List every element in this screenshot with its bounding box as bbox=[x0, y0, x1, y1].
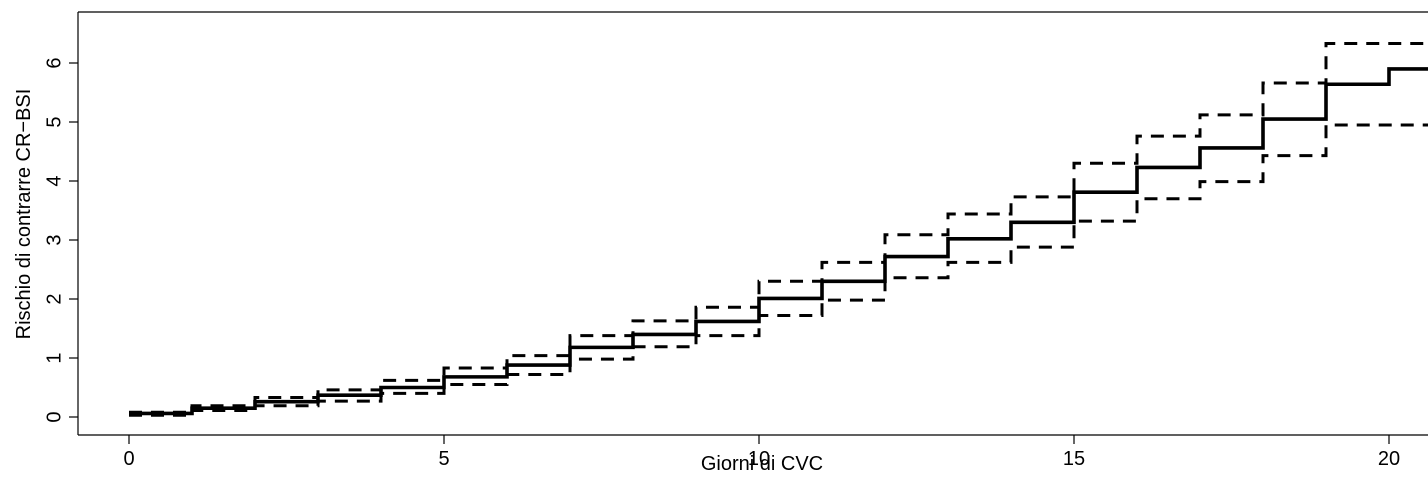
x-tick-label: 20 bbox=[1378, 448, 1400, 470]
y-tick-label: 1 bbox=[43, 352, 65, 363]
y-axis-label: Rischio di contrarre CR−BSI bbox=[13, 89, 35, 340]
x-tick-label: 5 bbox=[438, 448, 449, 470]
y-tick-label: 4 bbox=[43, 175, 65, 186]
y-tick-label: 2 bbox=[43, 293, 65, 304]
x-axis: 0 5 10 15 20 bbox=[123, 435, 1400, 470]
estimate-step-line bbox=[129, 67, 1428, 416]
y-tick-label: 6 bbox=[43, 57, 65, 68]
series-layer bbox=[129, 42, 1428, 417]
y-tick-label: 3 bbox=[43, 234, 65, 245]
y-axis: 0 1 2 3 4 5 6 bbox=[43, 57, 78, 423]
x-tick-label: 0 bbox=[123, 448, 134, 470]
confidence-bound-step-line bbox=[129, 123, 1428, 417]
confidence-bound-step-line bbox=[129, 42, 1428, 414]
x-axis-label: Giorni di CVC bbox=[701, 453, 823, 475]
x-tick-label: 10 bbox=[748, 448, 770, 470]
y-tick-label: 5 bbox=[43, 116, 65, 127]
plot-frame bbox=[77, 11, 1428, 436]
y-tick-label: 0 bbox=[43, 411, 65, 422]
x-tick-label: 15 bbox=[1063, 448, 1085, 470]
